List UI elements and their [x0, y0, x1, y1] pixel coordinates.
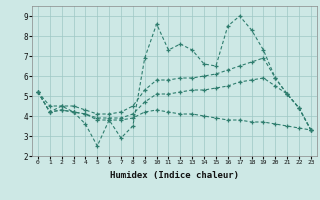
X-axis label: Humidex (Indice chaleur): Humidex (Indice chaleur) [110, 171, 239, 180]
